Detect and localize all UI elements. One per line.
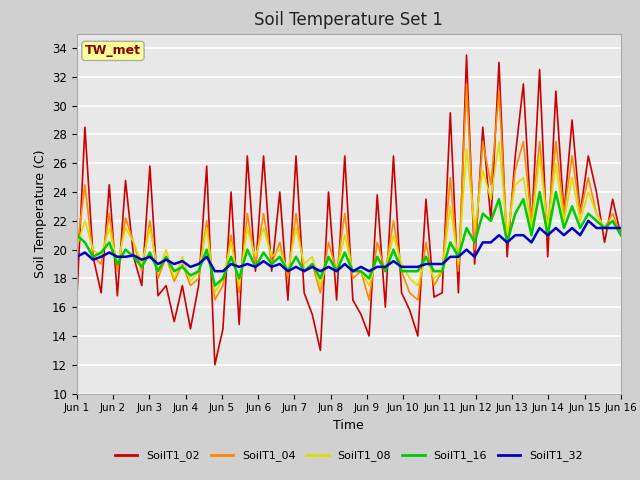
SoilT1_16 bbox=[471, 240, 479, 245]
SoilT1_32 bbox=[447, 254, 454, 260]
SoilT1_08 bbox=[617, 232, 625, 238]
SoilT1_02 bbox=[463, 52, 470, 58]
SoilT1_08 bbox=[471, 225, 479, 231]
SoilT1_02 bbox=[73, 297, 81, 303]
SoilT1_02 bbox=[617, 232, 625, 238]
SoilT1_16 bbox=[447, 240, 454, 245]
SoilT1_02 bbox=[568, 117, 576, 123]
Line: SoilT1_08: SoilT1_08 bbox=[77, 142, 621, 293]
SoilT1_32 bbox=[511, 232, 519, 238]
SoilT1_08 bbox=[73, 244, 81, 250]
SoilT1_08 bbox=[495, 139, 503, 144]
SoilT1_04 bbox=[211, 297, 219, 303]
SoilT1_08 bbox=[520, 175, 527, 180]
Title: Soil Temperature Set 1: Soil Temperature Set 1 bbox=[254, 11, 444, 29]
SoilT1_04 bbox=[463, 81, 470, 87]
SoilT1_04 bbox=[577, 211, 584, 216]
Line: SoilT1_04: SoilT1_04 bbox=[77, 84, 621, 300]
SoilT1_16 bbox=[584, 211, 592, 216]
SoilT1_16 bbox=[577, 225, 584, 231]
SoilT1_02 bbox=[577, 211, 584, 216]
SoilT1_32 bbox=[211, 268, 219, 274]
SoilT1_16 bbox=[568, 204, 576, 209]
SoilT1_08 bbox=[584, 189, 592, 195]
SoilT1_04 bbox=[617, 232, 625, 238]
SoilT1_02 bbox=[211, 362, 219, 368]
SoilT1_08 bbox=[568, 175, 576, 180]
Legend: SoilT1_02, SoilT1_04, SoilT1_08, SoilT1_16, SoilT1_32: SoilT1_02, SoilT1_04, SoilT1_08, SoilT1_… bbox=[110, 446, 588, 466]
SoilT1_16 bbox=[511, 211, 519, 216]
Text: TW_met: TW_met bbox=[85, 44, 141, 58]
SoilT1_32 bbox=[577, 232, 584, 238]
Line: SoilT1_16: SoilT1_16 bbox=[77, 192, 621, 286]
SoilT1_16 bbox=[73, 232, 81, 238]
SoilT1_16 bbox=[536, 189, 543, 195]
SoilT1_08 bbox=[447, 204, 454, 209]
SoilT1_32 bbox=[584, 218, 592, 224]
SoilT1_04 bbox=[568, 153, 576, 159]
SoilT1_16 bbox=[617, 232, 625, 238]
Line: SoilT1_32: SoilT1_32 bbox=[77, 221, 621, 271]
SoilT1_32 bbox=[471, 254, 479, 260]
SoilT1_08 bbox=[211, 290, 219, 296]
SoilT1_02 bbox=[520, 81, 527, 87]
SoilT1_16 bbox=[211, 283, 219, 288]
SoilT1_04 bbox=[447, 175, 454, 180]
SoilT1_02 bbox=[479, 124, 486, 130]
SoilT1_32 bbox=[617, 225, 625, 231]
SoilT1_32 bbox=[568, 225, 576, 231]
SoilT1_04 bbox=[520, 139, 527, 144]
SoilT1_04 bbox=[73, 247, 81, 252]
SoilT1_08 bbox=[577, 218, 584, 224]
Line: SoilT1_02: SoilT1_02 bbox=[77, 55, 621, 365]
SoilT1_04 bbox=[584, 175, 592, 180]
SoilT1_32 bbox=[73, 254, 81, 260]
X-axis label: Time: Time bbox=[333, 419, 364, 432]
SoilT1_02 bbox=[584, 153, 592, 159]
SoilT1_04 bbox=[479, 139, 486, 144]
SoilT1_02 bbox=[447, 110, 454, 116]
SoilT1_32 bbox=[560, 232, 568, 238]
Y-axis label: Soil Temperature (C): Soil Temperature (C) bbox=[33, 149, 47, 278]
